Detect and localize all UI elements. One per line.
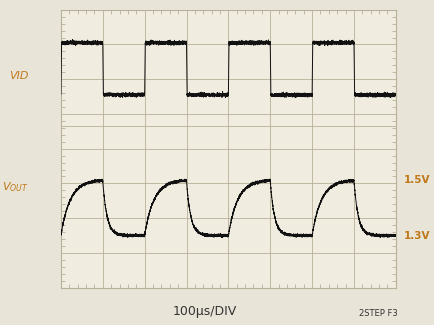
Text: 100μs/DIV: 100μs/DIV (172, 305, 236, 318)
Text: $V_{OUT}$: $V_{OUT}$ (3, 181, 29, 194)
Text: 1.3V: 1.3V (403, 230, 430, 240)
Text: 2STEP F3: 2STEP F3 (358, 309, 397, 318)
Text: VID: VID (10, 72, 29, 82)
Text: 1.5V: 1.5V (403, 175, 430, 185)
